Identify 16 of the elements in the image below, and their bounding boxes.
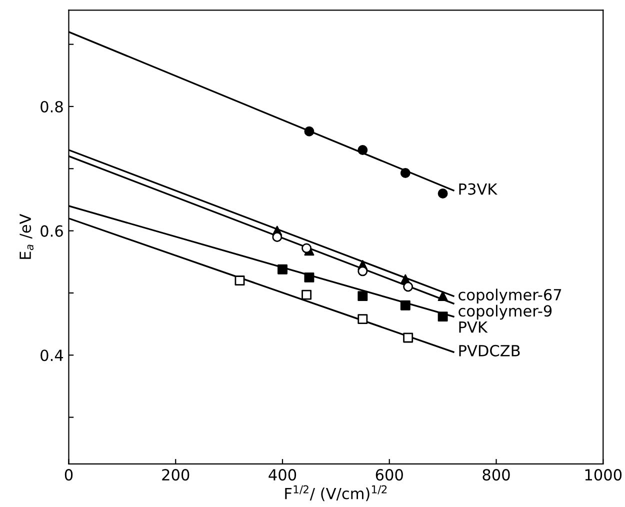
series-label: copolymer-9 <box>458 304 552 320</box>
x-tick-label: 200 <box>162 469 190 481</box>
x-tick-label: 1000 <box>585 469 622 481</box>
y-tick-label: 0.6 <box>40 225 63 237</box>
x-tick-label: 600 <box>376 469 403 481</box>
x-axis-title: F$^{1/2}$/ (V/cm)$^{1/2}$ <box>285 485 387 502</box>
series-label: P3VK <box>459 183 498 195</box>
y-tick-label: 0.4 <box>40 350 64 362</box>
series-label: PVK <box>459 321 488 333</box>
series-label: copolymer-67 <box>458 288 562 304</box>
series-label: PVDCZB <box>459 344 520 356</box>
y-tick-label: 0.8 <box>40 100 63 113</box>
x-tick-label: 0 <box>64 469 73 481</box>
y-axis-title: E$_{a}$ /eV <box>20 214 34 259</box>
x-tick-label: 400 <box>268 469 296 481</box>
x-tick-label: 800 <box>482 469 510 481</box>
